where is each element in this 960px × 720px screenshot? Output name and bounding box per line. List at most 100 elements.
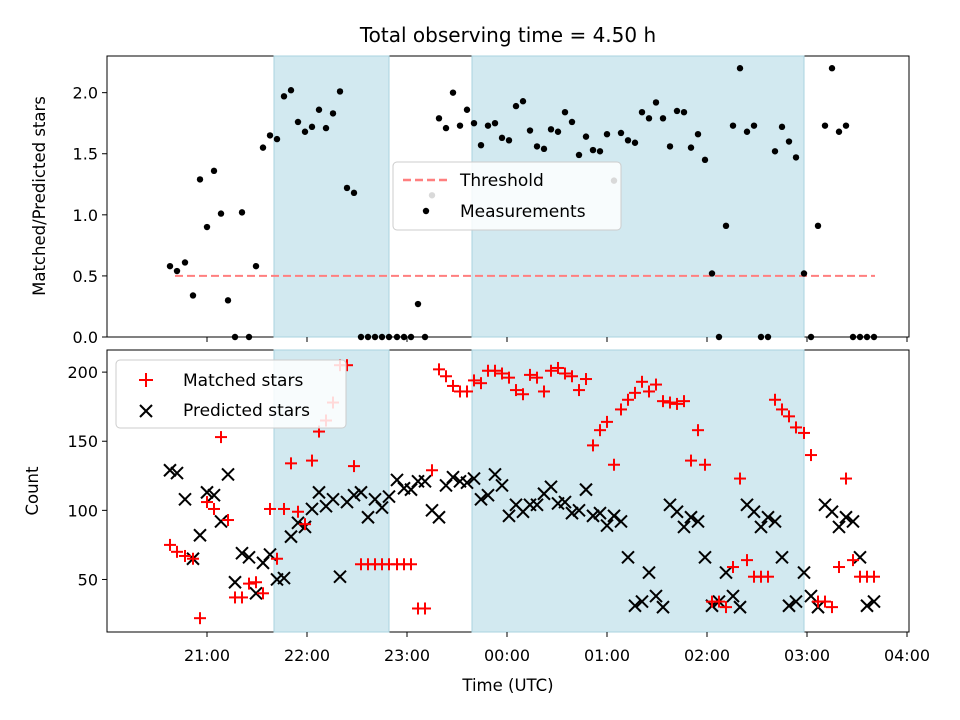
top-y-ticks: 0.0 0.5 1.0 1.5 2.0 [73,84,107,347]
measurement-point [266,132,274,139]
predicted-star-marker [193,528,207,542]
measurement-point [435,115,443,122]
measurement-points [166,65,878,341]
measurement-point [166,262,174,270]
measurement-point [764,333,772,341]
y-tick-label: 50 [78,570,98,589]
predicted-star-marker [768,514,782,529]
top-y-axis-label: Matched/Predicted stars [30,96,49,296]
predicted-star-marker [284,529,298,544]
matched-star-marker [615,403,627,416]
measurement-point [196,176,204,183]
measurement-point [407,333,415,341]
measurement-point [203,223,211,231]
measurement-point [231,333,239,341]
predicted-stars-points [163,463,881,614]
top-panel: 0.00.51.01.52.0 Matched/Predicted stars … [30,55,910,347]
measurement-point [821,122,829,129]
bottom-legend-box [115,359,347,429]
predicted-star-marker [853,550,867,565]
matched-star-marker [868,570,880,583]
matched-star-marker [826,601,838,614]
measurement-point [484,122,492,129]
matched-star-marker [299,518,311,531]
predicted-star-marker [804,589,818,603]
predicted-star-marker [481,488,495,502]
measurement-point [540,145,548,153]
matched-star-marker [179,549,191,562]
bottom-x-ticks: 21:00 22:00 23:00 00:00 01:00 02:00 03:00 04:00 [184,632,930,665]
matched-star-marker [433,363,445,376]
predicted-star-marker [733,600,747,614]
measurement-point [498,134,506,142]
matched-star-marker [783,410,795,423]
matched-star-marker [847,554,859,567]
matched-star-marker [285,457,297,470]
predicted-star-marker [333,569,347,584]
matched-star-marker [447,379,459,392]
predicted-star-marker [677,520,691,534]
predicted-star-marker [228,575,242,589]
measurement-point [181,259,189,266]
legend-predicted-label: Predicted stars [183,401,310,421]
measurement-point [547,126,555,133]
measurement-point [575,151,583,159]
predicted-star-marker [432,510,446,524]
predicted-star-marker [558,495,572,509]
predicted-star-marker [354,485,368,500]
predicted-star-marker [375,500,389,515]
measurement-point [694,130,702,138]
measurement-point [701,156,709,164]
measurement-point [800,270,808,277]
matched-star-marker [306,454,318,467]
predicted-star-marker [586,509,600,523]
predicted-star-marker [305,502,319,516]
matched-star-marker [587,439,599,452]
predicted-star-marker [635,594,649,609]
legend-matched-swatch [139,373,153,387]
matched-star-marker [243,577,255,590]
measurement-point [729,122,737,129]
matched-star-marker [426,464,438,477]
measurement-point [750,122,758,129]
predicted-star-marker [382,489,396,504]
predicted-star-marker [649,589,663,603]
top-x-ticks [206,337,908,342]
figure-title: Total observing time = 4.50 h [359,23,656,47]
predicted-star-marker [418,474,432,489]
shaded-interval [471,349,805,633]
predicted-star-marker [502,509,516,523]
predicted-star-marker [544,480,558,494]
matched-star-marker [524,368,536,381]
measurement-point [259,144,267,151]
predicted-star-marker [600,518,614,533]
predicted-star-marker [291,516,305,530]
predicted-star-marker [495,478,509,493]
measurement-point [624,137,632,144]
matched-star-marker [538,385,550,398]
matched-star-marker [798,426,810,439]
matched-star-marker [187,552,199,565]
predicted-star-marker [488,467,502,482]
matched-star-marker [222,514,234,527]
measurement-point [807,333,815,341]
matched-star-marker [531,371,543,384]
measurement-point [224,297,232,304]
measurement-point [322,124,330,132]
predicted-star-marker [530,498,544,512]
matched-star-marker [636,375,648,388]
x-tick-label: 21:00 [184,646,230,665]
measurement-point [842,122,850,129]
predicted-star-marker [832,520,846,534]
measurement-point [652,99,660,106]
measurement-point [863,333,871,341]
predicted-star-marker [163,463,177,477]
matched-star-marker [489,364,501,377]
measurement-point [757,333,765,341]
measurement-point [393,333,401,341]
matched-star-marker [257,587,269,600]
measurement-point [673,107,681,115]
matched-star-marker [496,367,508,380]
measurement-point [638,109,646,116]
